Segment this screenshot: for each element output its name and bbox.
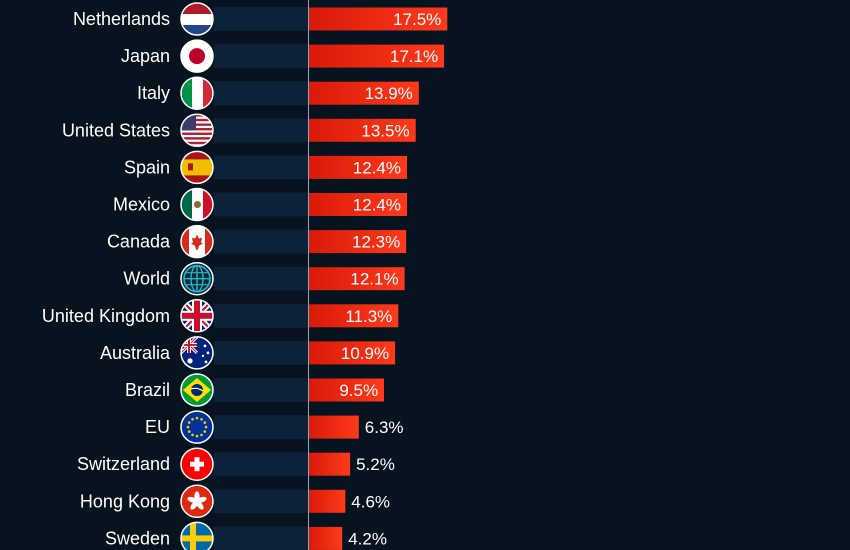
- flag-australia-icon: [180, 336, 214, 370]
- bar-row-hong-kong: Hong Kong 4.6%: [80, 484, 390, 519]
- row-band: [214, 415, 308, 440]
- bar: [309, 304, 399, 328]
- flag-united-states-icon: [180, 113, 214, 148]
- bar: [309, 230, 407, 254]
- value-label: 11.3%: [345, 307, 392, 326]
- value-label: 13.5%: [361, 121, 409, 140]
- bar-row-australia: Australia 10.9%: [100, 336, 396, 370]
- category-label: Italy: [137, 83, 170, 103]
- flag-brazil-icon: [180, 373, 214, 407]
- bar: [309, 415, 359, 439]
- row-band: [214, 118, 308, 143]
- bar: [309, 267, 405, 291]
- row-band: [214, 489, 308, 514]
- flag-spain-icon: [180, 150, 214, 185]
- value-label: 5.2%: [356, 455, 395, 474]
- bar: [309, 7, 448, 31]
- value-label: 13.9%: [365, 84, 413, 103]
- row-band: [214, 303, 308, 328]
- row-band: [214, 192, 308, 217]
- value-label: 12.1%: [350, 270, 398, 289]
- bar-row-italy: Italy 13.9%: [137, 76, 419, 110]
- row-band: [214, 378, 308, 402]
- bar: [309, 341, 396, 365]
- value-label: 12.4%: [353, 196, 401, 215]
- bar: [309, 81, 419, 105]
- flag-italy-icon: [180, 76, 214, 110]
- row-band: [214, 452, 308, 477]
- bar-row-spain: Spain 12.4%: [124, 150, 407, 185]
- category-label: United States: [62, 120, 170, 140]
- bar-row-switzerland: Switzerland 5.2%: [77, 447, 395, 481]
- bar: [309, 193, 407, 216]
- value-label: 17.5%: [393, 10, 441, 29]
- row-band: [214, 155, 308, 180]
- category-label: Hong Kong: [80, 491, 170, 511]
- bar: [309, 155, 407, 179]
- bar: [309, 452, 351, 476]
- category-label: Mexico: [113, 195, 170, 215]
- bar-row-netherlands: Netherlands 17.5%: [73, 2, 448, 36]
- flag-eu-icon: [180, 410, 214, 444]
- value-label: 17.1%: [390, 47, 438, 66]
- bar: [309, 118, 416, 142]
- row-band: [214, 526, 308, 550]
- flag-netherlands-icon: [180, 2, 214, 36]
- value-label: 12.4%: [353, 158, 401, 177]
- category-label: Australia: [100, 343, 171, 363]
- category-label: World: [123, 269, 170, 289]
- row-band: [214, 340, 308, 365]
- category-label: Sweden: [105, 528, 170, 548]
- value-label: 6.3%: [365, 418, 404, 437]
- row-band: [214, 229, 308, 254]
- bar-row-united-kingdom: United Kingdom 11.3%: [42, 299, 399, 333]
- bar-row-sweden: Sweden 4.2%: [105, 521, 387, 550]
- category-label: Netherlands: [73, 9, 170, 29]
- flag-canada-icon: [180, 224, 214, 259]
- flag-japan-icon: [180, 39, 214, 73]
- value-label: 4.2%: [348, 529, 387, 548]
- row-band: [214, 81, 308, 106]
- row-band: [214, 44, 308, 69]
- bar: [309, 489, 346, 513]
- bar: [309, 378, 384, 402]
- category-label: Canada: [107, 232, 171, 252]
- row-band: [214, 7, 308, 31]
- flag-sweden-icon: [180, 521, 214, 550]
- category-label: Switzerland: [77, 454, 170, 474]
- flag-united-kingdom-icon: [180, 299, 214, 333]
- flag-hong-kong-icon: [180, 484, 214, 519]
- value-label: 12.3%: [352, 233, 400, 252]
- bar-row-japan: Japan 17.1%: [121, 39, 445, 73]
- category-label: EU: [145, 417, 170, 437]
- bar-row-eu: EU 6.3%: [145, 410, 404, 444]
- value-label: 9.5%: [339, 381, 378, 400]
- flag-mexico-icon: [180, 187, 214, 222]
- category-label: Spain: [124, 157, 170, 177]
- category-label: Brazil: [125, 380, 170, 400]
- globe-icon: [180, 261, 214, 296]
- bar-row-united-states: United States 13.5%: [62, 113, 416, 148]
- value-label: 10.9%: [341, 344, 389, 363]
- bar: [309, 44, 445, 68]
- bar-row-canada: Canada 12.3%: [107, 224, 407, 259]
- bar: [309, 526, 343, 550]
- bar-row-world: World 12.1%: [123, 261, 405, 296]
- category-label: United Kingdom: [42, 306, 170, 326]
- bar-row-mexico: Mexico 12.4%: [113, 187, 407, 222]
- row-band: [214, 266, 308, 291]
- value-label: 4.6%: [351, 492, 390, 511]
- bar-row-brazil: Brazil 9.5%: [125, 373, 384, 407]
- category-label: Japan: [121, 46, 170, 66]
- flag-switzerland-icon: [180, 447, 214, 481]
